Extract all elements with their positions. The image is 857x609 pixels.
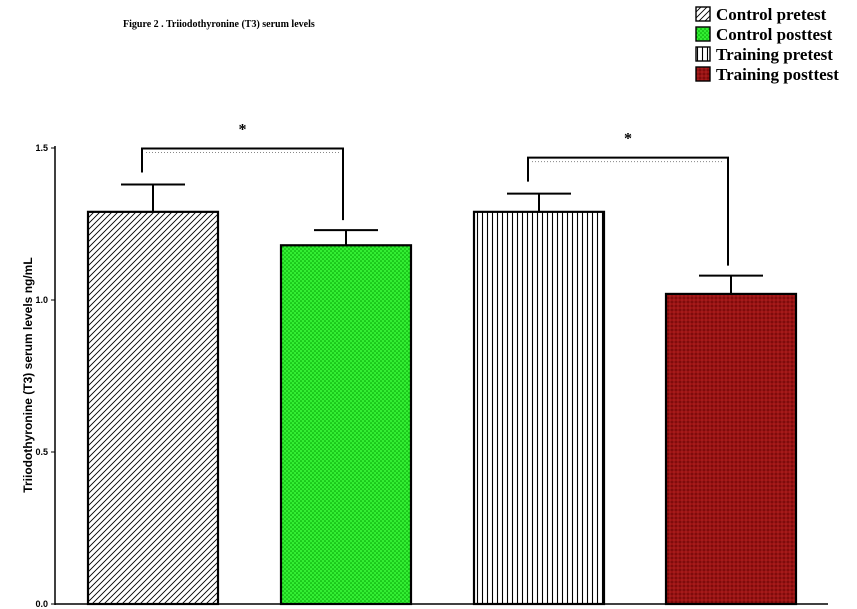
legend-swatch xyxy=(695,66,711,82)
bar xyxy=(472,210,606,606)
chart-title: Figure 2 . Triiodothyronine (T3) serum l… xyxy=(123,19,315,30)
legend-entry: Control pretest xyxy=(716,5,827,24)
y-tick-label: 1.0 xyxy=(35,295,48,305)
bars xyxy=(86,183,798,606)
legend-entry: Training pretest xyxy=(716,45,833,64)
legend-entry: Control posttest xyxy=(716,25,833,44)
bar xyxy=(664,292,798,606)
significance-label: * xyxy=(624,131,632,148)
legend-entry: Training posttest xyxy=(716,65,839,84)
y-axis-label: Triiodothyronine (T3) serum levels ng/mL xyxy=(21,257,35,492)
significance-bracket xyxy=(141,147,344,221)
y-tick-label: 0.5 xyxy=(35,447,48,457)
legend-swatch xyxy=(695,6,711,22)
significance-brackets: ** xyxy=(141,121,729,266)
y-tick-label: 1.5 xyxy=(35,143,48,153)
legend-swatch xyxy=(695,46,711,62)
bar xyxy=(279,244,413,606)
bar xyxy=(86,210,220,606)
legend-swatch xyxy=(695,26,711,42)
significance-label: * xyxy=(239,121,247,138)
significance-bracket xyxy=(527,156,729,266)
y-tick-label: 0.0 xyxy=(35,599,48,609)
